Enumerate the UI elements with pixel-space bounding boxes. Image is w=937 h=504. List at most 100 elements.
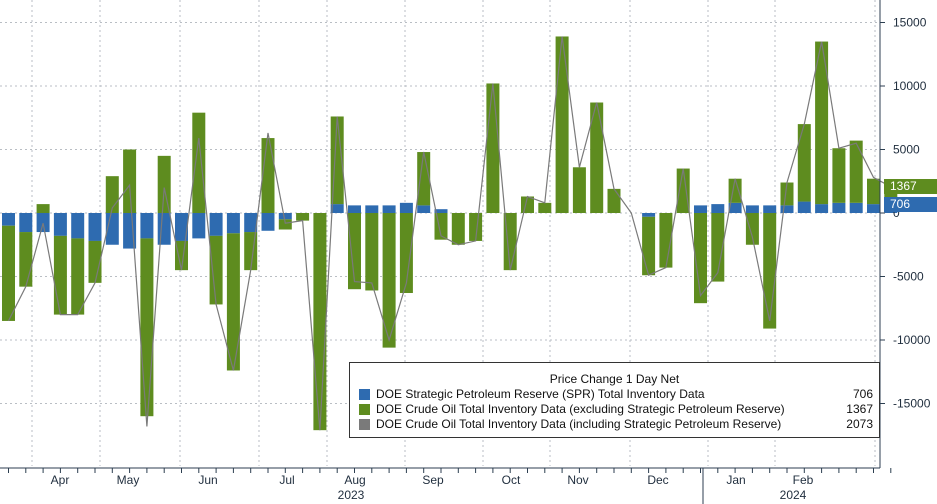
- bar-crude-excl: [19, 232, 33, 287]
- legend-value-crude-incl: 2073: [846, 417, 873, 431]
- last-value-badge-crude-excl: 1367: [884, 179, 937, 194]
- bar-crude-excl: [728, 178, 742, 203]
- bar-spr: [71, 213, 85, 239]
- bar-crude-excl: [71, 238, 85, 315]
- bar-spr: [226, 213, 240, 234]
- x-month-label: Feb: [793, 473, 814, 487]
- bar-spr: [2, 213, 15, 226]
- bar-crude-excl: [555, 36, 569, 213]
- legend-swatch-crude-incl: [359, 419, 370, 430]
- bar-crude-excl: [123, 149, 137, 213]
- x-tick-labels: Apr May Jun Jul Aug Sep Oct Nov Dec Jan Feb 2023 202…: [51, 473, 814, 502]
- y-tick-label: -15000: [893, 397, 931, 411]
- bar-spr: [192, 213, 206, 239]
- bar-spr: [365, 205, 379, 213]
- legend-value-spr: 706: [852, 387, 873, 401]
- bar-spr: [53, 213, 67, 236]
- bar-crude-excl: [694, 213, 707, 304]
- x-month-label: Jan: [726, 473, 745, 487]
- bar-spr: [261, 213, 275, 231]
- bar-crude-excl: [607, 188, 621, 213]
- bar-crude-excl: [382, 213, 396, 348]
- y-tick-labels: 15000 10000 5000 0 -5000 -10000 -15000: [893, 16, 931, 411]
- bar-crude-excl: [711, 213, 725, 282]
- x-month-label: Nov: [567, 473, 588, 487]
- bar-crude-excl: [469, 213, 483, 241]
- bar-crude-excl: [642, 216, 656, 276]
- bar-crude-excl: [313, 213, 327, 431]
- bar-crude-excl: [157, 155, 171, 213]
- x-month-label: Apr: [51, 473, 70, 487]
- bar-crude-excl: [659, 213, 673, 268]
- bar-spr: [157, 213, 171, 245]
- bar-crude-excl: [797, 124, 811, 202]
- bar-spr: [123, 213, 137, 249]
- axes: [0, 0, 892, 504]
- legend-swatch-crude-excl: [359, 404, 370, 415]
- legend-item-crude-incl: DOE Crude Oil Total Inventory Data (incl…: [350, 417, 879, 432]
- bar-spr: [244, 213, 258, 233]
- bar-spr: [175, 213, 188, 241]
- bar-crude-excl: [261, 138, 275, 213]
- legend-value-crude-excl: 1367: [846, 402, 873, 416]
- bar-crude-excl: [763, 213, 777, 329]
- x-month-label: May: [117, 473, 140, 487]
- bar-crude-excl: [192, 112, 206, 213]
- legend-label-spr: DOE Strategic Petroleum Reserve (SPR) To…: [376, 387, 705, 401]
- bar-crude-excl: [590, 102, 604, 213]
- x-year-label: 2023: [338, 488, 365, 502]
- last-value-badge-spr: 706: [884, 197, 937, 212]
- bar-spr: [642, 213, 656, 217]
- y-tick-label: 0: [893, 206, 900, 220]
- bar-crude-excl: [88, 240, 102, 283]
- x-month-label: Aug: [344, 473, 365, 487]
- bar-crude-excl: [832, 148, 846, 203]
- y-tick-label: -5000: [893, 270, 924, 284]
- bar-spr: [399, 202, 413, 213]
- bar-crude-excl: [745, 213, 759, 245]
- bar-crude-excl: [815, 41, 829, 205]
- bar-crude-excl: [2, 225, 15, 321]
- x-month-label: Jul: [279, 473, 294, 487]
- bar-spr: [711, 204, 725, 213]
- bar-crude-excl: [209, 235, 223, 305]
- bar-crude-excl: [296, 213, 310, 221]
- x-month-label: Dec: [647, 473, 668, 487]
- bar-crude-excl: [348, 213, 361, 290]
- bar-spr: [36, 213, 50, 233]
- bar-spr: [815, 204, 829, 213]
- bar-spr: [382, 205, 396, 213]
- bar-spr: [797, 201, 811, 213]
- bar-spr: [278, 213, 292, 220]
- bar-crude-excl: [867, 178, 880, 205]
- total-inventory-line: [7, 36, 892, 431]
- x-month-label: Oct: [502, 473, 521, 487]
- bar-spr: [745, 205, 759, 213]
- bar-spr: [88, 213, 102, 241]
- bar-crude-excl: [849, 140, 863, 203]
- bar-spr: [140, 213, 154, 239]
- bar-spr: [694, 205, 707, 213]
- bar-crude-excl: [53, 235, 67, 315]
- legend-item-crude-excl: DOE Crude Oil Total Inventory Data (excl…: [350, 402, 879, 417]
- legend-item-spr: DOE Strategic Petroleum Reserve (SPR) To…: [350, 387, 879, 402]
- bar-crude-excl: [538, 202, 552, 213]
- bar-spr: [209, 213, 223, 236]
- bar-spr: [330, 204, 344, 213]
- bar-spr: [832, 202, 846, 213]
- bar-crude-excl: [780, 182, 794, 206]
- bar-spr: [849, 202, 863, 213]
- bar-crude-excl: [226, 233, 240, 371]
- x-year-label: 2024: [780, 488, 807, 502]
- bar-crude-excl: [486, 83, 500, 214]
- bar-spr: [867, 204, 880, 213]
- bar-crude-excl: [278, 219, 292, 230]
- y-tick-label: 10000: [893, 79, 927, 93]
- legend-swatch-spr: [359, 389, 370, 400]
- bar-crude-excl: [572, 167, 586, 213]
- legend-label-crude-excl: DOE Crude Oil Total Inventory Data (excl…: [376, 402, 785, 416]
- y-tick-label: 5000: [893, 143, 920, 157]
- bar-spr: [728, 202, 742, 213]
- bar-spr: [780, 205, 794, 213]
- x-month-label: Sep: [422, 473, 444, 487]
